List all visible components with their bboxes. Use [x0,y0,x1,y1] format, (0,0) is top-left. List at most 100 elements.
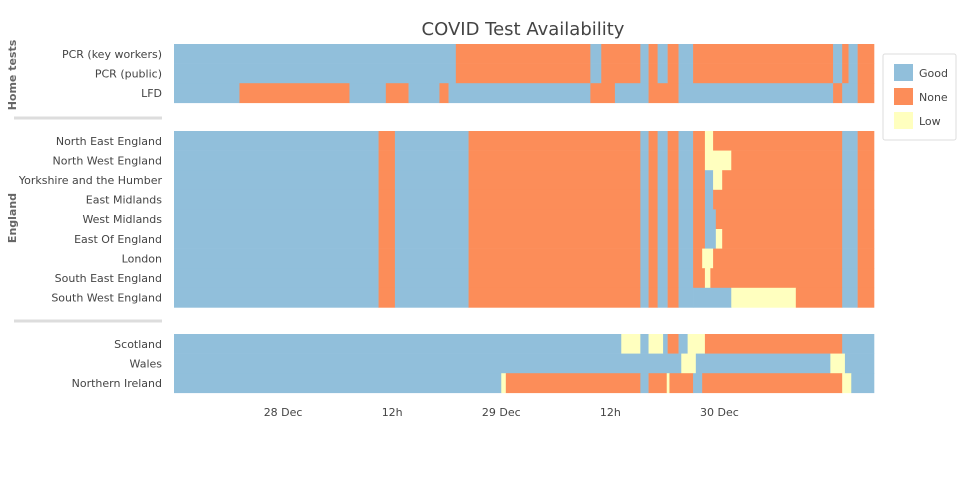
heatmap-cell [648,268,658,289]
heatmap-cell [657,63,668,84]
heatmap-cell [640,63,649,84]
heatmap-cell [648,83,679,104]
heatmap-cell [830,353,846,374]
heatmap-cell [713,189,843,210]
heatmap-cell [394,189,469,210]
row-label: PCR (public) [95,67,162,80]
heatmap-cell [678,268,694,289]
heatmap-cell [640,150,649,171]
heatmap-cell [394,229,469,249]
legend-label: Low [919,115,941,128]
legend-label: Good [919,67,948,80]
heatmap-cell [657,209,668,230]
heatmap-cell [648,287,658,308]
heatmap-cell [468,268,641,289]
heatmap-cell [468,170,641,191]
chart-title: COVID Test Availability [422,19,625,40]
heatmap-cell [648,189,658,210]
heatmap-cell [394,150,469,171]
heatmap-cell [640,373,649,394]
heatmap-cell [657,229,668,249]
heatmap-cell [640,189,649,210]
heatmap-cell [857,229,875,249]
heatmap-cell [648,131,658,151]
row-label: East Midlands [86,194,163,207]
heatmap-cell [678,83,834,104]
heatmap-cell [640,334,649,354]
heatmap-cell [667,63,679,84]
heatmap-cell [678,287,694,308]
heatmap-cell [704,268,711,289]
x-axis: 28 Dec 12h 29 Dec 12h 30 Dec [264,406,739,419]
heatmap-cell [378,131,396,151]
heatmap-cell [693,170,706,191]
heatmap-cell [590,83,616,104]
heatmap-cell [667,150,679,171]
heatmap-cell [505,373,641,394]
heatmap-cell [657,248,668,269]
legend: Good None Low [882,53,957,141]
heatmap-cell [590,44,602,64]
heatmap-cell [385,83,409,104]
heatmap-cell [678,170,694,191]
x-tick-label: 12h [600,406,621,419]
heatmap-cell [857,268,875,289]
heatmap-cell [678,189,694,210]
heatmap-cell [601,44,641,64]
heatmap-cell [448,83,591,104]
heatmap-cell [693,150,706,171]
heatmap-cell [468,131,641,151]
heatmap-cell [693,268,706,289]
heatmap-cell [678,229,694,249]
heatmap-cell [842,44,849,64]
heatmap-cell [349,83,387,104]
heatmap-cell [657,170,668,191]
heatmap-cell [704,189,714,210]
heatmap-cell [681,353,697,374]
heatmap-cell [693,229,706,249]
heatmap-cell [678,334,688,354]
heatmap-cell [842,248,858,269]
heatmap-cell [704,209,717,230]
heatmap-cell [378,248,396,269]
heatmap-cell [667,189,679,210]
x-tick-label: 30 Dec [700,406,739,419]
heatmap-cell [663,334,668,354]
heatmap-cell [640,229,649,249]
heatmap-cell [648,248,658,269]
heatmap-cell [842,83,858,104]
heatmap-cell [842,150,858,171]
heatmap-cell [704,170,714,191]
heatmap-cell [678,131,694,151]
row-label: East Of England [74,233,162,246]
heatmap-cell [687,334,706,354]
group-dividers [14,116,162,323]
heatmap-cell [648,334,664,354]
heatmap-cell [704,334,843,354]
heatmap-cell [667,44,679,64]
heatmap-cell [667,248,679,269]
heatmap-cell [378,268,396,289]
heatmap-cell [174,209,379,230]
heatmap-cell [678,44,694,64]
heatmap-cell [648,170,658,191]
heatmap-cell [842,229,858,249]
heatmap-cell [601,63,641,84]
heatmap-cell [640,170,649,191]
heatmap-cell [648,150,658,171]
heatmap-cell [857,63,875,84]
heatmap-cell [833,44,843,64]
heatmap-cell [693,44,834,64]
legend-label: None [919,91,948,104]
heatmap-cell [857,170,875,191]
heatmap-cell [795,287,843,308]
heatmap-cell [857,44,875,64]
heatmap-cell [174,334,622,354]
heatmap-cell [657,287,668,308]
heatmap-cell [468,150,641,171]
row-label: West Midlands [82,213,162,226]
heatmap-cell [501,373,507,394]
heatmap-cell [667,170,679,191]
